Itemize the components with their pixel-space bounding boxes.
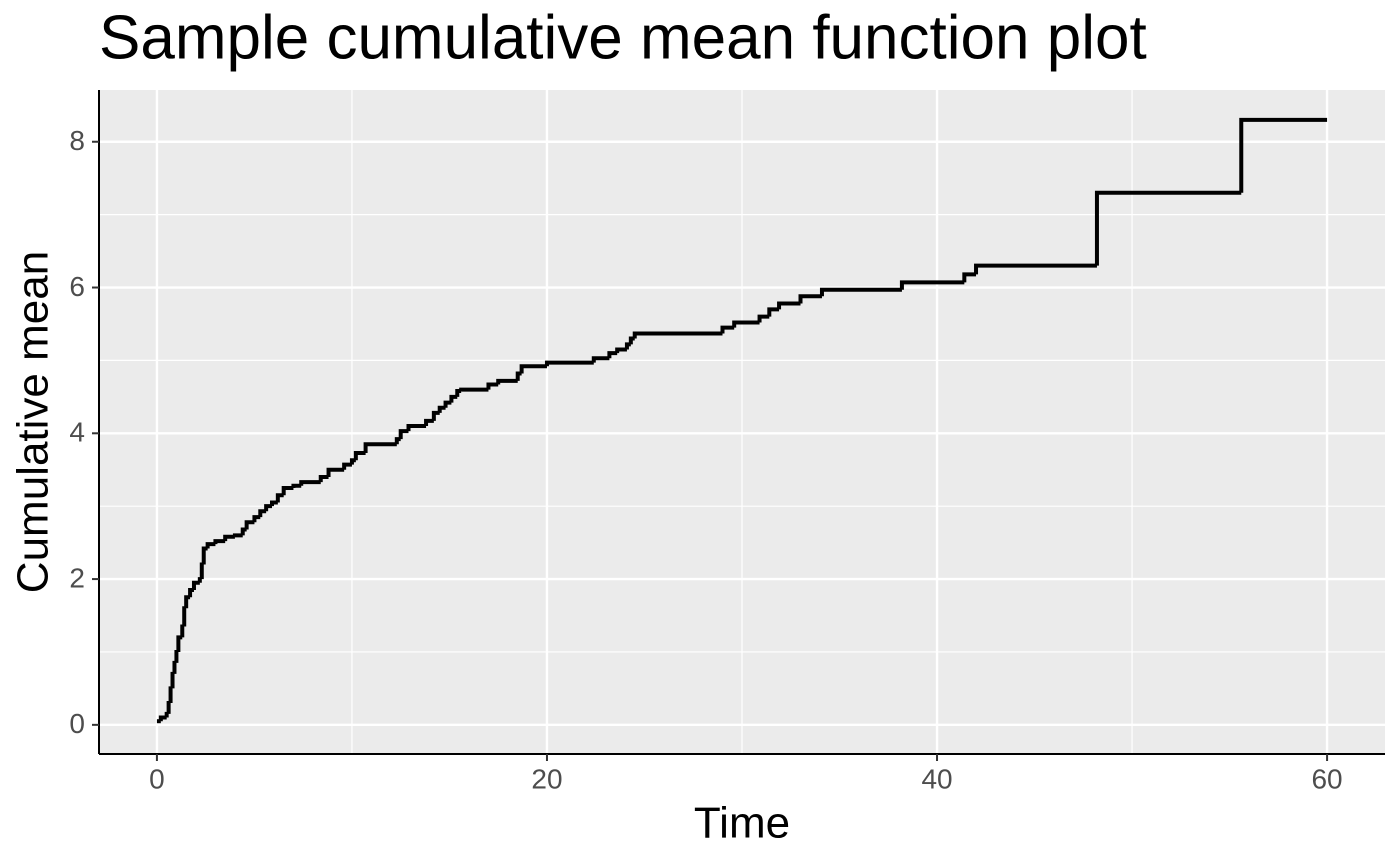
- step-segment: [632, 331, 723, 339]
- step-segment: [244, 520, 255, 530]
- step-segment: [443, 400, 452, 408]
- step-segment: [281, 485, 294, 496]
- x-tick-label: 40: [921, 763, 952, 794]
- step-segment: [182, 606, 187, 627]
- step-segment: [168, 686, 173, 703]
- step-segment: [180, 624, 185, 638]
- step-segment: [732, 320, 760, 328]
- chart-title: Sample cumulative mean function plot: [99, 3, 1147, 72]
- step-segment: [819, 287, 902, 297]
- step-segment: [363, 442, 397, 453]
- step-segment: [720, 325, 735, 334]
- step-segment: [962, 272, 977, 283]
- step-segment: [486, 382, 499, 390]
- step-segment: [342, 462, 352, 470]
- step-segment: [201, 546, 208, 565]
- step-segment: [899, 280, 965, 290]
- step-segment: [166, 700, 171, 714]
- y-axis-label: Cumulative mean: [9, 251, 58, 593]
- y-tick-label: 0: [69, 708, 85, 739]
- step-segment: [353, 450, 366, 461]
- y-tick-label: 8: [69, 125, 85, 156]
- step-segment: [213, 539, 226, 545]
- step-segment: [406, 424, 427, 432]
- step-segment: [615, 347, 627, 354]
- x-axis-label: Time: [694, 799, 790, 848]
- step-segment: [318, 475, 329, 483]
- step-segment: [591, 356, 610, 363]
- step-segment: [757, 314, 770, 323]
- step-segment: [767, 307, 780, 317]
- step-segment: [496, 378, 518, 385]
- step-segment: [291, 483, 302, 488]
- step-segment: [1094, 190, 1242, 266]
- step-segment: [172, 660, 177, 674]
- step-segment: [174, 649, 179, 663]
- step-segment: [299, 480, 321, 486]
- step-segment: [607, 351, 618, 359]
- step-segment: [424, 418, 434, 427]
- marks: [156, 117, 1328, 724]
- grid: [99, 90, 1385, 754]
- step-segment: [798, 294, 822, 304]
- step-segment: [326, 467, 345, 478]
- step-segment: [398, 429, 409, 440]
- step-segment: [349, 458, 356, 465]
- y-tick-label: 4: [69, 417, 85, 448]
- x-tick-label: 20: [531, 763, 562, 794]
- step-segment: [197, 577, 202, 583]
- y-tick-label: 2: [69, 562, 85, 593]
- step-segment: [158, 715, 167, 722]
- step-segment: [459, 387, 489, 392]
- step-segment: [544, 360, 594, 367]
- step-segment: [199, 562, 204, 580]
- step-segment: [191, 580, 200, 591]
- step-segment: [232, 533, 243, 538]
- step-segment: [164, 711, 169, 718]
- step-segment: [1239, 117, 1328, 193]
- step-segment: [519, 364, 547, 374]
- y-tick-label: 6: [69, 271, 85, 302]
- step-segment: [205, 542, 216, 549]
- step-segment: [223, 534, 235, 542]
- step-segment: [777, 301, 801, 310]
- step-segment: [176, 635, 183, 652]
- step-segment: [974, 263, 1097, 275]
- x-tick-label: 60: [1311, 763, 1342, 794]
- step-segment: [170, 671, 175, 689]
- x-tick-label: 0: [149, 763, 165, 794]
